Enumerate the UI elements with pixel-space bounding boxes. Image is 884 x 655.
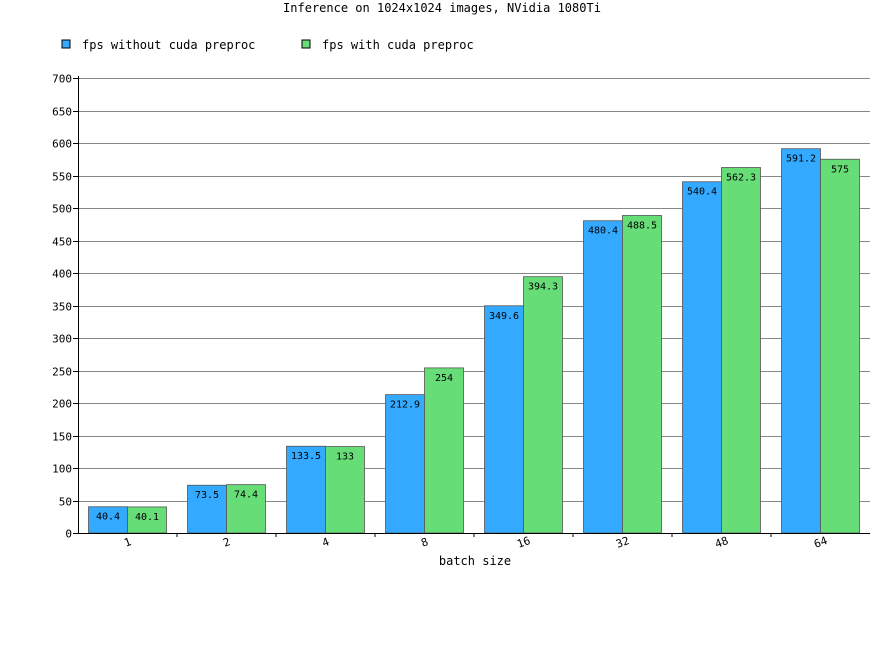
data-label: 74.4 [234,490,258,501]
x-tick-label: 4 [320,535,331,550]
y-tick-label: 650 [52,106,72,119]
x-tick-label: 16 [515,534,532,551]
bar [484,305,524,534]
y-tick-label: 250 [52,366,72,379]
bar [583,220,623,534]
x-tick-label: 32 [614,534,631,551]
data-label: 133.5 [291,451,321,462]
legend: fps without cuda preproc fps with cuda p… [61,38,474,52]
bar [385,394,425,534]
bar [622,215,662,534]
chart-title: Inference on 1024x1024 images, NVidia 10… [283,1,601,15]
data-label: 488.5 [627,220,657,231]
x-axis-label: batch size [439,554,511,568]
legend-label-without-cuda: fps without cuda preproc [82,38,255,52]
y-tick-label: 450 [52,236,72,249]
y-tick-label: 300 [52,333,72,346]
data-label: 575 [831,164,849,175]
x-tick-label: 48 [713,534,730,551]
bar [682,181,722,534]
data-label: 133 [336,452,354,463]
legend-swatch-without-cuda [61,39,71,49]
bar [226,484,266,534]
bars: 40.4 40.1 73.5 74.4 133.5 133 212.9 254 349.6 394… [88,148,860,534]
y-tick-label: 500 [52,203,72,216]
gridlines [78,78,870,502]
data-label: 562.3 [726,173,756,184]
data-label: 73.5 [195,490,219,501]
x-tick-label: 64 [812,534,829,551]
bar [424,367,464,534]
bar [820,158,860,534]
y-tick-label: 100 [52,463,72,476]
bar [187,484,227,534]
axes: 0 50 100 150 200 250 300 350 400 450 500 550 600 650 7… [52,73,870,551]
data-label: 349.6 [489,311,519,322]
bar [523,276,563,534]
bar [325,446,365,534]
y-tick-label: 350 [52,301,72,314]
x-tick-label: 8 [419,535,430,549]
y-tick-label: 50 [59,496,72,509]
y-tick-label: 0 [65,528,72,541]
y-tick-label: 200 [52,398,72,411]
y-tick-label: 600 [52,138,72,151]
y-tick-label: 150 [52,431,72,444]
y-tick-label: 550 [52,171,72,184]
data-label: 394.3 [528,282,558,293]
y-tick-label: 700 [52,73,72,86]
bar [781,148,821,534]
x-tick-label: 2 [221,535,232,549]
data-label: 480.4 [588,226,618,237]
data-label: 212.9 [390,400,420,411]
y-tick-label: 400 [52,268,72,281]
data-label: 254 [435,373,453,384]
x-tick-label: 1 [122,535,133,549]
data-label: 540.4 [687,187,717,198]
data-label: 40.1 [135,512,159,523]
legend-swatch-with-cuda [301,39,311,49]
bar [127,506,167,534]
data-label: 40.4 [96,512,120,523]
bar [721,167,761,534]
legend-label-with-cuda: fps with cuda preproc [322,38,474,52]
data-label: 591.2 [786,154,816,165]
